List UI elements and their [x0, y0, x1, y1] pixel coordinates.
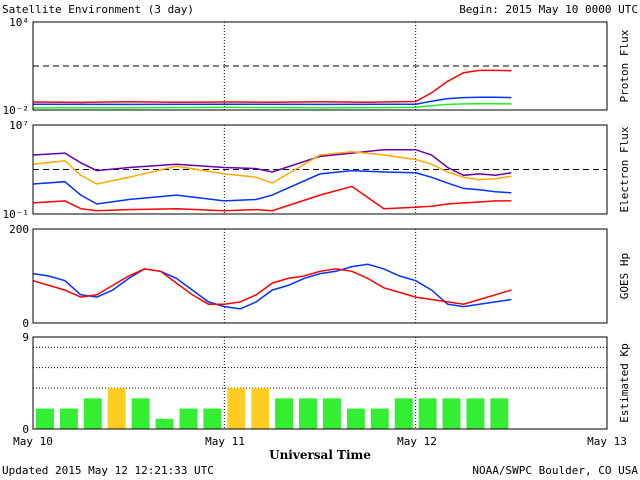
x-tick-may11: May 11 — [205, 435, 245, 448]
kp-bar-1 — [36, 408, 54, 429]
kp-bar-19 — [466, 398, 485, 429]
y-axis-label: Estimated Kp — [618, 343, 631, 422]
y-tick-top: 10⁷ — [9, 119, 29, 132]
chart-panels: 10⁴ 10⁻² Proton Flux 10⁷ 10⁻¹ Electron Flux 20… — [3, 16, 632, 436]
panel-proton-flux: 10⁴ 10⁻² Proton Flux — [3, 16, 632, 117]
kp-bar-16 — [394, 398, 413, 429]
kp-bar-12 — [299, 398, 317, 429]
kp-bar-18 — [442, 398, 461, 429]
series-green-line — [33, 102, 512, 109]
kp-bar-15 — [370, 408, 389, 429]
series-red-line — [32, 268, 512, 305]
series-red-line — [32, 185, 512, 212]
y-tick-bottom: 0 — [22, 423, 29, 436]
panel-frame — [32, 21, 608, 111]
kp-bar-7 — [179, 408, 198, 429]
credit: NOAA/SWPC Boulder, CO USA — [472, 464, 638, 477]
series-purple-line — [32, 148, 512, 177]
begin-time: Begin: 2015 May 10 0000 UTC — [459, 3, 638, 16]
panel-electron-flux: 10⁷ 10⁻¹ Electron Flux — [3, 119, 632, 221]
y-tick-bottom: 10⁻² — [3, 104, 30, 117]
kp-bar-5 — [131, 398, 150, 429]
panel-frame — [32, 228, 608, 324]
panel-frame — [32, 124, 608, 215]
y-tick-bottom: 10⁻¹ — [3, 208, 30, 221]
x-tick-may10: May 10 — [13, 435, 53, 448]
kp-bar-17 — [418, 398, 437, 429]
y-tick-bottom: 0 — [22, 317, 29, 330]
kp-bar-6 — [155, 418, 174, 429]
kp-bar-11 — [275, 398, 294, 429]
series-orange-line — [32, 150, 512, 185]
series-red-line — [32, 69, 512, 104]
y-axis-label: Proton Flux — [618, 29, 631, 102]
y-axis-label: GOES Hp — [618, 253, 631, 299]
kp-bar-13 — [323, 398, 341, 429]
x-tick-may12: May 12 — [397, 435, 437, 448]
updated-time: Updated 2015 May 12 12:21:33 UTC — [2, 464, 214, 477]
y-tick-top: 9 — [22, 331, 29, 344]
chart-title: Satellite Environment (3 day) — [2, 3, 194, 16]
y-tick-top: 10⁴ — [9, 16, 29, 29]
kp-bar-2 — [59, 408, 78, 429]
kp-bar-9 — [227, 388, 246, 429]
panel-frame — [32, 336, 608, 430]
x-axis-label: Universal Time — [269, 448, 371, 462]
kp-bar-3 — [83, 398, 102, 429]
kp-bar-4 — [107, 388, 126, 429]
y-tick-top: 200 — [9, 223, 29, 236]
x-tick-may13: May 13 — [587, 435, 627, 448]
series-blue-line — [32, 263, 512, 310]
panel-estimated-kp: 9 0 Estimated Kp — [22, 331, 631, 436]
y-axis-label: Electron Flux — [618, 126, 631, 212]
panel-goes-hp: 200 0 GOES Hp — [9, 223, 631, 330]
kp-bar-14 — [346, 408, 365, 429]
kp-bar-8 — [203, 408, 222, 429]
kp-bar-10 — [251, 388, 270, 429]
kp-bar-20 — [490, 398, 509, 429]
series-blue-line — [32, 169, 512, 205]
series-blue-line — [32, 96, 512, 106]
